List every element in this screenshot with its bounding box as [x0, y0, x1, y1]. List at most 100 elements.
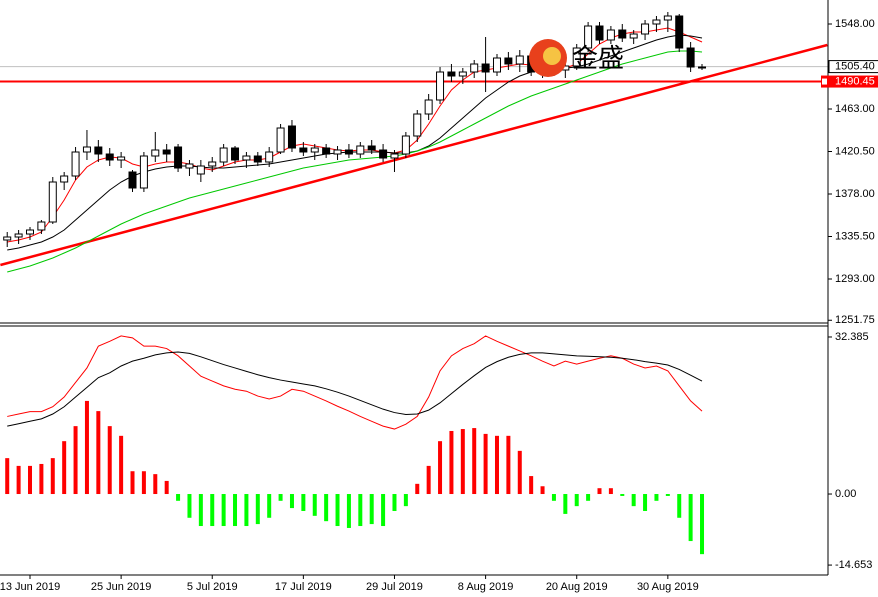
histogram-bar: [392, 494, 397, 511]
moving-average: [7, 34, 703, 251]
histogram-bar: [369, 494, 374, 525]
histogram-bar: [449, 430, 454, 495]
histogram-bar: [597, 488, 602, 495]
candle-body: [344, 149, 353, 155]
candle-body: [299, 147, 308, 153]
candle-body: [71, 151, 80, 177]
histogram-bar: [153, 474, 158, 495]
candle-body: [686, 47, 695, 68]
candle-body: [287, 125, 296, 149]
histogram-bar: [631, 494, 636, 507]
histogram-bar: [403, 494, 408, 507]
histogram-bar: [688, 494, 693, 542]
x-tick-label: 17 Jul 2019: [275, 581, 332, 593]
x-tick-label: 30 Aug 2019: [637, 581, 699, 593]
candle-body: [504, 57, 513, 65]
candle-body: [60, 175, 69, 183]
candle-body: [424, 99, 433, 115]
candle-body: [470, 63, 479, 73]
histogram-bar: [335, 494, 340, 527]
histogram-bar: [39, 463, 44, 495]
histogram-bar: [210, 494, 215, 527]
x-tick-label: 8 Aug 2019: [458, 581, 514, 593]
histogram-bar: [198, 494, 203, 527]
hline-marker: [822, 78, 827, 85]
histogram-bar: [483, 433, 488, 495]
histogram-bar: [494, 435, 499, 495]
candle-body: [492, 57, 501, 73]
histogram-bar: [255, 494, 260, 525]
histogram-bar: [574, 494, 579, 507]
candle-body: [174, 146, 183, 169]
candle-body: [698, 66, 707, 69]
candle-body: [276, 127, 285, 153]
histogram-bar: [586, 494, 591, 501]
histogram-bar: [312, 494, 317, 516]
candle-body: [641, 23, 650, 35]
candle-body: [322, 147, 331, 155]
candle-body: [458, 71, 467, 77]
histogram-bar: [506, 435, 511, 495]
candle-body: [606, 29, 615, 41]
histogram-bar: [278, 494, 283, 501]
logo: [543, 47, 561, 65]
candle-body: [584, 25, 593, 49]
histogram-bar: [164, 480, 169, 495]
candle-body: [105, 153, 114, 161]
y-tick-label: 1293.00: [835, 273, 875, 285]
histogram-bar: [324, 494, 329, 522]
histogram-bar: [221, 494, 226, 527]
histogram-bar: [460, 429, 465, 495]
x-tick-label: 5 Jul 2019: [187, 581, 238, 593]
histogram-bar: [620, 494, 625, 496]
x-tick-label: 20 Aug 2019: [546, 581, 608, 593]
histogram-bar: [73, 426, 78, 495]
candle-body: [675, 15, 684, 49]
candle-body: [629, 33, 638, 39]
indicator-panel: [5, 335, 705, 555]
candle-body: [128, 171, 137, 189]
histogram-bar: [267, 494, 272, 518]
histogram-bar: [415, 483, 420, 495]
histogram-bar: [426, 465, 431, 495]
candle-body: [310, 147, 319, 153]
histogram-bar: [608, 488, 613, 495]
x-tick-label: 25 Jun 2019: [91, 581, 152, 593]
histogram-bar: [84, 400, 89, 495]
indicator-line: [7, 335, 703, 430]
histogram-bar: [301, 494, 306, 511]
candle-body: [390, 153, 399, 159]
histogram-bar: [107, 426, 112, 495]
histogram-bar: [438, 441, 443, 495]
histogram-bar: [517, 450, 522, 495]
candle-body: [82, 146, 91, 153]
y-tick-label: 1463.00: [835, 103, 875, 115]
x-tick-label: 13 Jun 2019: [0, 581, 60, 593]
histogram-bar: [540, 486, 545, 495]
candle-body: [652, 19, 661, 25]
histogram-bar: [130, 471, 135, 495]
histogram-bar: [16, 465, 21, 495]
hline-label: 1490.45: [835, 75, 875, 87]
histogram-bar: [358, 494, 363, 527]
candle-body: [436, 71, 445, 101]
candle-body: [265, 151, 274, 163]
histogram-bar: [346, 494, 351, 528]
candle-body: [162, 149, 171, 155]
histogram-bar: [141, 471, 146, 495]
histogram-bar: [563, 494, 568, 514]
histogram-bar: [233, 494, 238, 527]
hline-label-box: [821, 75, 878, 88]
candle-body: [572, 47, 581, 67]
candle-body: [401, 135, 410, 155]
histogram-bar: [62, 441, 67, 495]
candle-body: [618, 29, 627, 39]
moving-average: [7, 50, 703, 273]
candle-body: [151, 149, 160, 157]
candle-body: [367, 145, 376, 151]
candle-body: [26, 229, 34, 235]
candle-body: [595, 25, 604, 41]
candle-body: [14, 233, 23, 238]
y-tick-label: 1378.00: [835, 188, 875, 200]
